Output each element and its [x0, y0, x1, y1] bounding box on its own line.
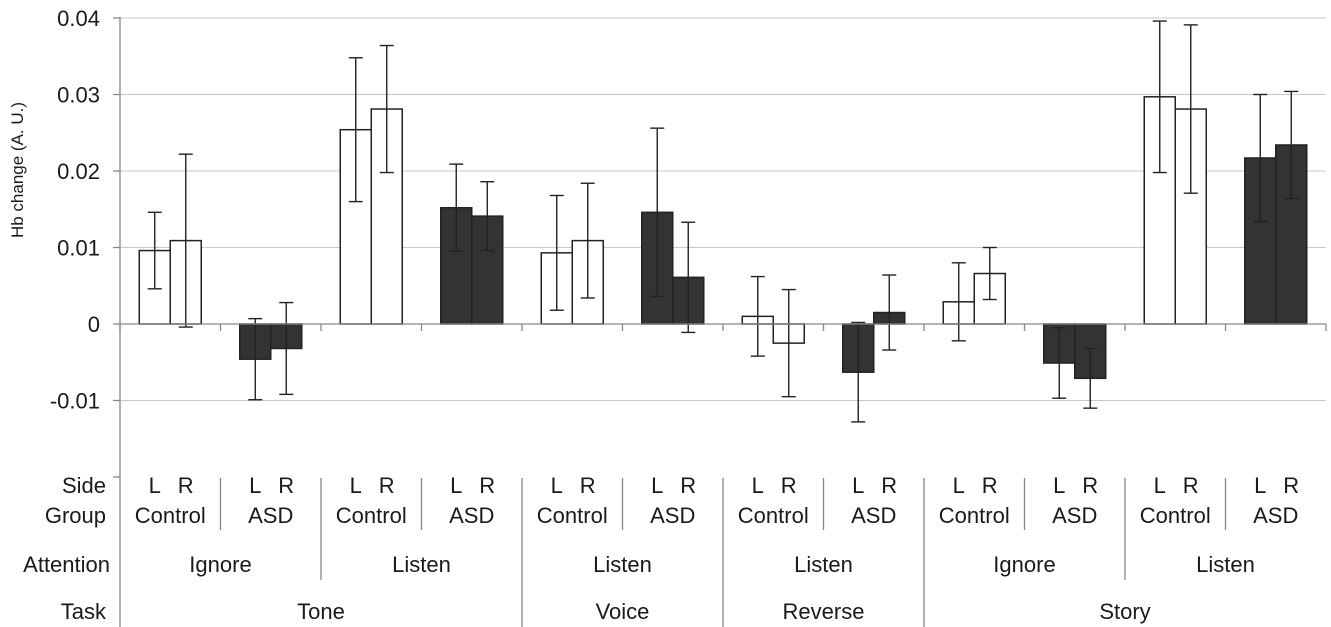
error-bars [147, 20, 1299, 423]
side-label: R [178, 473, 194, 498]
side-label: R [580, 473, 596, 498]
error-bar [279, 301, 294, 396]
error-bar [348, 57, 363, 203]
error-bar [1183, 24, 1198, 194]
y-tick-label: 0.03 [57, 83, 100, 108]
group-label: ASD [449, 503, 494, 528]
side-label: L [350, 473, 362, 498]
category-labels: Ignore Listen Listen Listen Ignore Listen Tone… [135, 473, 1299, 624]
side-label: R [881, 473, 897, 498]
attention-label: Listen [392, 552, 451, 577]
side-label: R [982, 473, 998, 498]
y-axis-label: Hb change (A. U.) [8, 102, 27, 238]
group-label: ASD [1052, 503, 1097, 528]
task-label: Reverse [783, 599, 865, 624]
error-bar [650, 127, 665, 298]
side-label: L [1154, 473, 1166, 498]
bars [138, 96, 1308, 380]
y-tick-label: 0.04 [57, 6, 100, 31]
side-label: R [1183, 473, 1199, 498]
attention-label: Ignore [189, 552, 251, 577]
row-label-task: Task [61, 599, 107, 624]
group-label: ASD [851, 503, 896, 528]
error-bar [147, 211, 162, 290]
side-label: L [249, 473, 261, 498]
y-tick-label: 0.02 [57, 159, 100, 184]
error-bar [580, 182, 595, 299]
attention-label: Ignore [993, 552, 1055, 577]
side-label: R [1283, 473, 1299, 498]
side-label: R [278, 473, 294, 498]
group-label: Control [135, 503, 206, 528]
y-tick-label: 0.01 [57, 236, 100, 261]
error-bar [248, 317, 263, 401]
error-bar [178, 153, 193, 328]
side-label: L [651, 473, 663, 498]
error-bar [982, 246, 997, 301]
group-label: Control [738, 503, 809, 528]
y-tick-labels: 0.04 0.03 0.02 0.01 0 -0.01 [50, 6, 100, 414]
attention-label: Listen [593, 552, 652, 577]
error-bar [1284, 90, 1299, 200]
error-bar [1083, 347, 1098, 409]
error-bar [449, 163, 464, 253]
error-bar [951, 262, 966, 342]
task-label: Story [1099, 599, 1150, 624]
error-bar [379, 44, 394, 174]
error-bar [1152, 20, 1167, 174]
side-label: L [752, 473, 764, 498]
side-label: L [852, 473, 864, 498]
attention-label: Listen [1196, 552, 1255, 577]
task-label: Tone [297, 599, 345, 624]
row-label-attention: Attention [23, 552, 110, 577]
group-label: ASD [1253, 503, 1298, 528]
error-bar [781, 288, 796, 398]
side-label: R [379, 473, 395, 498]
side-label: L [551, 473, 563, 498]
attention-label: Listen [794, 552, 853, 577]
error-bar [851, 321, 866, 423]
y-tick-label: -0.01 [50, 389, 100, 414]
side-label: L [1053, 473, 1065, 498]
error-bar [882, 274, 897, 351]
side-label: L [1254, 473, 1266, 498]
group-label: Control [336, 503, 407, 528]
axes [113, 17, 1327, 627]
y-tick-label: 0 [88, 312, 100, 337]
error-bar [1253, 93, 1268, 223]
group-label: Control [1140, 503, 1211, 528]
gridlines [120, 17, 1326, 401]
error-bar [750, 275, 765, 357]
group-label: Control [939, 503, 1010, 528]
side-label: R [680, 473, 696, 498]
error-bar [549, 194, 564, 311]
side-label: R [781, 473, 797, 498]
error-bar [1052, 327, 1067, 399]
group-label: Control [537, 503, 608, 528]
row-label-group: Group [45, 503, 106, 528]
group-label: ASD [248, 503, 293, 528]
side-label: L [450, 473, 462, 498]
row-label-side: Side [62, 473, 106, 498]
group-label: ASD [650, 503, 695, 528]
side-label: L [149, 473, 161, 498]
side-label: R [479, 473, 495, 498]
error-bar [681, 221, 696, 334]
error-bar [480, 181, 495, 252]
side-label: R [1082, 473, 1098, 498]
side-label: L [953, 473, 965, 498]
task-label: Voice [596, 599, 650, 624]
